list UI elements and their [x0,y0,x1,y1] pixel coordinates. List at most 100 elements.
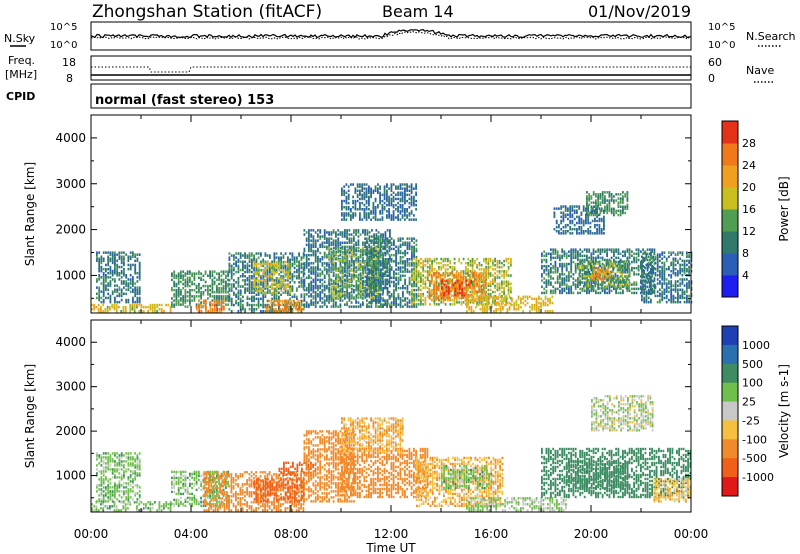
cpid-text: normal (fast stereo) 153 [95,93,274,108]
data-cell [439,290,442,293]
data-cell [239,301,242,305]
data-cell [598,276,601,280]
data-cell [242,275,244,278]
data-cell [193,299,196,302]
data-cell [486,305,488,309]
data-cell [389,245,391,249]
data-cell [386,239,388,242]
data-cell [132,280,134,283]
data-cell [120,272,123,275]
data-cell [561,283,564,286]
data-cell [493,297,495,301]
data-cell [134,265,137,269]
data-cell [494,301,496,304]
data-cell [216,303,218,306]
data-cell [533,305,536,309]
data-cell [98,276,101,279]
data-cell [588,250,591,253]
data-cell [399,301,402,304]
data-cell [466,299,468,303]
data-cell [397,293,400,296]
data-cell [480,275,482,279]
data-cell [339,279,342,283]
data-cell [382,297,384,300]
data-cell [244,310,246,313]
data-cell [175,293,178,296]
data-cell [417,276,420,279]
data-cell [280,252,282,255]
data-cell [186,276,189,280]
data-cell [561,289,564,293]
data-cell [377,276,380,280]
data-cell [362,301,364,304]
data-cell [253,266,255,270]
data-cell [244,275,246,278]
data-cell [297,301,300,305]
data-cell [442,301,445,304]
data-cell [138,288,141,291]
data-cell [355,305,357,308]
data-cell [317,258,319,261]
data-cell [646,281,649,284]
data-cell [583,254,586,258]
data-cell [298,262,300,266]
data-cell [209,288,211,292]
data-cell [395,268,397,271]
data-cell [640,287,642,291]
data-cell [644,281,647,284]
data-cell [96,253,98,256]
data-cell [182,295,185,298]
data-cell [411,276,413,279]
data-cell [614,285,617,288]
data-cell [505,274,508,277]
data-cell [369,290,371,293]
data-cell [598,262,601,265]
data-cell [220,301,223,305]
data-cell [362,248,364,252]
data-cell [388,253,391,257]
data-cell [200,286,202,290]
data-cell [651,287,653,291]
data-cell [435,292,438,295]
data-cell [574,250,577,253]
data-cell [312,291,315,294]
data-cell [390,247,393,251]
data-cell [233,268,235,272]
data-cell [499,299,502,303]
data-cell [127,278,130,281]
data-cell [344,250,347,254]
data-cell [496,288,499,292]
data-cell [494,264,496,267]
data-cell [362,290,364,293]
data-cell [599,248,602,251]
data-cell [399,251,402,255]
data-cell [346,286,349,289]
data-cell [408,299,411,302]
data-cell [275,268,278,272]
data-cell [262,277,265,280]
data-cell [205,299,207,303]
data-cell [446,286,449,289]
data-cell [604,285,606,288]
data-cell [447,264,449,267]
data-cell [402,262,404,265]
data-cell [346,245,348,249]
data-cell [626,266,629,270]
data-cell [456,287,459,291]
data-cell [577,291,579,295]
data-cell [437,296,440,299]
data-cell [184,280,187,284]
data-cell [337,259,340,262]
data-cell [413,241,415,244]
data-cell [262,281,265,284]
data-cell [368,235,371,238]
data-cell [211,270,214,273]
data-cell [200,305,203,309]
data-cell [461,289,464,293]
data-cell [393,260,395,263]
data-cell [138,298,141,302]
data-cell [310,253,313,257]
data-cell [289,277,291,280]
data-cell [368,301,371,304]
data-cell [230,275,233,278]
